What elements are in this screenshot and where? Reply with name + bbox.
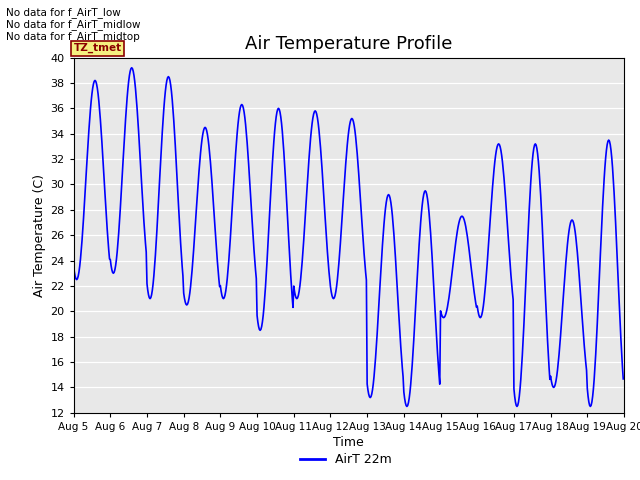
Y-axis label: Air Temperature (C): Air Temperature (C)	[33, 174, 46, 297]
X-axis label: Time: Time	[333, 436, 364, 449]
Legend: AirT 22m: AirT 22m	[295, 448, 396, 471]
Text: No data for f_AirT_midlow: No data for f_AirT_midlow	[6, 19, 141, 30]
Title: Air Temperature Profile: Air Temperature Profile	[245, 35, 452, 53]
Text: TZ_tmet: TZ_tmet	[74, 43, 122, 53]
Text: No data for f_AirT_midtop: No data for f_AirT_midtop	[6, 31, 140, 42]
Text: No data for f_AirT_low: No data for f_AirT_low	[6, 7, 121, 18]
